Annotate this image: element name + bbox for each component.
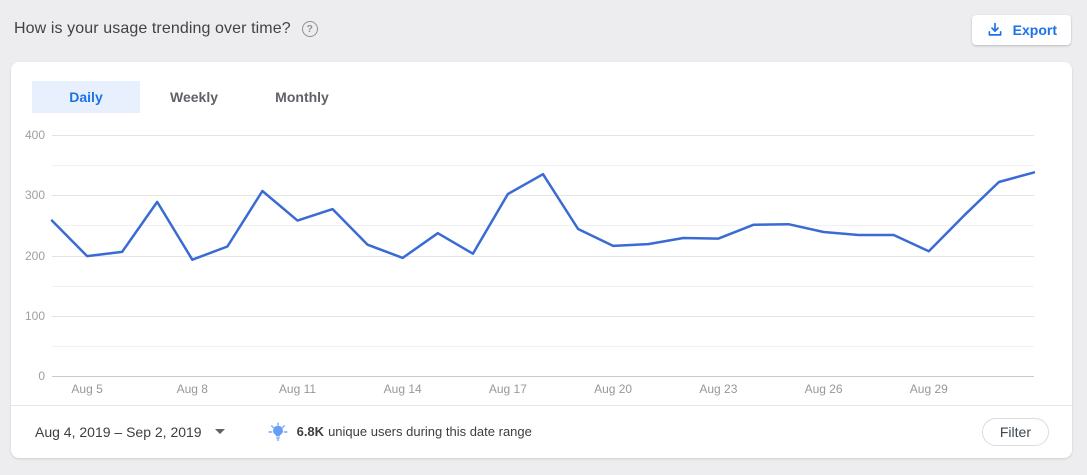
gridline-150 bbox=[52, 285, 1034, 287]
caret-down-icon bbox=[214, 429, 225, 434]
tab-daily[interactable]: Daily bbox=[32, 81, 140, 113]
gridline-350 bbox=[52, 165, 1034, 167]
tab-monthly[interactable]: Monthly bbox=[275, 89, 329, 105]
x-axis-label-aug-20: Aug 20 bbox=[594, 382, 633, 396]
y-axis-label-0: 0 bbox=[38, 369, 45, 383]
tab-weekly[interactable]: Weekly bbox=[170, 89, 218, 105]
usage-trend-card: Daily Weekly Monthly 0 100 200 300 400 Aug 5 A… bbox=[11, 62, 1072, 458]
x-axis-label-aug-17: Aug 17 bbox=[488, 382, 527, 396]
y-axis-label-300: 300 bbox=[24, 188, 45, 203]
download-icon bbox=[988, 22, 1002, 36]
gridline-200 bbox=[52, 255, 1034, 257]
page-title: How is your usage trending over time? bbox=[14, 20, 291, 37]
insight-text: unique users during this date range bbox=[328, 424, 532, 439]
export-button[interactable]: Export bbox=[971, 15, 1071, 45]
filter-button[interactable]: Filter bbox=[981, 417, 1049, 446]
granularity-tabs: Daily Weekly Monthly bbox=[11, 62, 1072, 113]
help-icon[interactable]: ? bbox=[301, 21, 318, 37]
gridline-250 bbox=[52, 225, 1034, 227]
y-axis-label-400: 400 bbox=[24, 128, 45, 142]
page-header: How is your usage trending over time? ? … bbox=[0, 0, 1087, 62]
gridline-50 bbox=[52, 345, 1034, 347]
insight-note: 6.8K unique users during this date range bbox=[267, 421, 532, 443]
date-range-selector[interactable]: Aug 4, 2019 – Sep 2, 2019 bbox=[35, 424, 225, 440]
gridline-300 bbox=[52, 195, 1034, 197]
gridline-100 bbox=[52, 315, 1034, 317]
trend-line-svg bbox=[50, 171, 1036, 261]
x-axis-label-aug-29: Aug 29 bbox=[909, 382, 948, 396]
usage-chart: 0 100 200 300 400 Aug 5 Aug 8 Aug 11 Aug 14 Aug 1… bbox=[11, 120, 1072, 405]
insight-value: 6.8K bbox=[296, 424, 325, 439]
x-axis-label-aug-11: Aug 11 bbox=[278, 382, 317, 396]
y-axis-label-100: 100 bbox=[24, 308, 45, 323]
x-axis-label-aug-26: Aug 26 bbox=[804, 382, 843, 396]
page-title-row: How is your usage trending over time? ? bbox=[14, 20, 318, 38]
export-button-label: Export bbox=[1012, 22, 1057, 38]
x-axis-label-aug-5: Aug 5 bbox=[71, 382, 103, 396]
trend-line-series bbox=[50, 171, 1036, 261]
x-axis-label-aug-23: Aug 23 bbox=[699, 382, 738, 396]
x-axis-label-aug-8: Aug 8 bbox=[176, 382, 208, 396]
gridline-400 bbox=[52, 135, 1034, 136]
date-range-label: Aug 4, 2019 – Sep 2, 2019 bbox=[35, 423, 202, 440]
footer-divider bbox=[11, 405, 1072, 406]
card-footer: Aug 4, 2019 – Sep 2, 2019 6.8K unique us… bbox=[11, 406, 1072, 457]
y-axis-label-200: 200 bbox=[24, 248, 45, 263]
gridline-0 bbox=[52, 376, 1034, 377]
x-axis-label-aug-14: Aug 14 bbox=[383, 382, 422, 396]
lightbulb-icon bbox=[268, 421, 288, 441]
